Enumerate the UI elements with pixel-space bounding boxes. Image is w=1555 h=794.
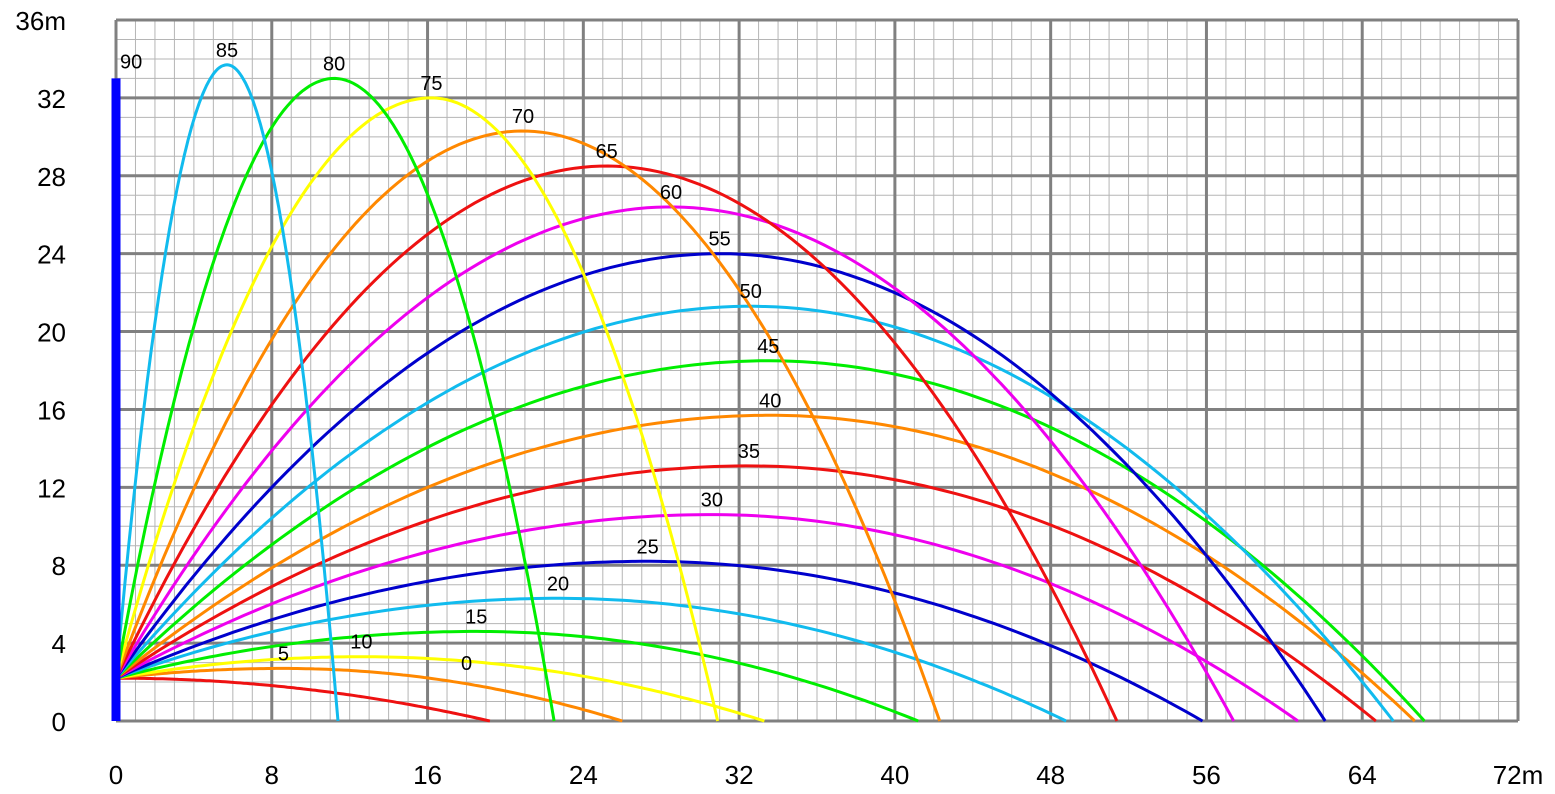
angle-label-15: 15 (465, 606, 487, 628)
angle-label-40: 40 (759, 390, 781, 412)
trajectory-10 (114, 655, 765, 723)
trajectory-15 (114, 629, 919, 723)
angle-label-30: 30 (701, 490, 723, 512)
x-tick-label: 56 (1192, 760, 1221, 790)
angle-label-90: 90 (120, 51, 142, 73)
x-tick-label: 48 (1036, 760, 1065, 790)
y-tick-label: 36m (15, 6, 66, 36)
x-tick-label: 72m (1493, 760, 1544, 790)
trajectory-5 (114, 666, 623, 723)
trajectory-60 (114, 205, 1236, 722)
trajectory-25 (114, 559, 1204, 723)
x-tick-label: 40 (880, 760, 909, 790)
angle-label-60: 60 (660, 182, 682, 204)
y-tick-label: 24 (37, 240, 66, 270)
minor-gridlines (116, 20, 1518, 721)
trajectory-30 (114, 513, 1299, 723)
trajectory-80 (114, 76, 556, 722)
y-tick-label: 4 (52, 629, 66, 659)
angle-label-85: 85 (216, 40, 238, 62)
trajectory-85 (114, 63, 340, 722)
x-tick-label: 16 (413, 760, 442, 790)
trajectory-45 (114, 359, 1426, 723)
x-tick-label: 64 (1348, 760, 1377, 790)
y-tick-label: 16 (37, 395, 66, 425)
x-tick-label: 0 (109, 760, 123, 790)
angle-label-70: 70 (512, 106, 534, 128)
angle-label-25: 25 (636, 536, 658, 558)
y-tick-label: 8 (52, 551, 66, 581)
angle-labels: 0 5 10 15 20 25 30 35 40 45 50 55 60 65 70 75 80 85 90 (120, 40, 781, 675)
angle-label-55: 55 (709, 229, 731, 251)
x-axis-ticks: 0 8 16 24 32 40 48 56 64 72m (109, 760, 1544, 790)
y-tick-label: 32 (37, 84, 66, 114)
trajectory-70 (114, 129, 942, 722)
x-tick-label: 24 (569, 760, 598, 790)
trajectory-55 (114, 252, 1327, 722)
angle-label-80: 80 (323, 53, 345, 75)
x-tick-label: 32 (725, 760, 754, 790)
angle-label-10: 10 (350, 632, 372, 654)
angle-label-35: 35 (738, 441, 760, 463)
y-tick-label: 28 (37, 162, 66, 192)
y-tick-label: 0 (52, 707, 66, 737)
y-tick-label: 12 (37, 473, 66, 503)
angle-label-65: 65 (596, 141, 618, 163)
trajectory-20 (114, 596, 1067, 723)
trajectory-curves (111, 63, 1426, 723)
angle-label-0: 0 (461, 653, 472, 675)
trajectory-75 (114, 96, 720, 722)
trajectory-65 (114, 164, 1119, 722)
major-gridlines (114, 18, 1520, 723)
y-tick-label: 20 (37, 318, 66, 348)
x-tick-label: 8 (265, 760, 279, 790)
angle-label-45: 45 (757, 336, 779, 358)
angle-label-75: 75 (420, 73, 442, 95)
angle-label-5: 5 (278, 643, 289, 665)
y-axis-ticks: 0 4 8 12 16 20 24 28 32 36m (15, 6, 66, 737)
angle-label-50: 50 (740, 281, 762, 303)
trajectory-0 (114, 676, 491, 723)
trajectory-35 (114, 464, 1377, 723)
angle-label-20: 20 (547, 573, 569, 595)
trajectory-40 (114, 413, 1416, 723)
